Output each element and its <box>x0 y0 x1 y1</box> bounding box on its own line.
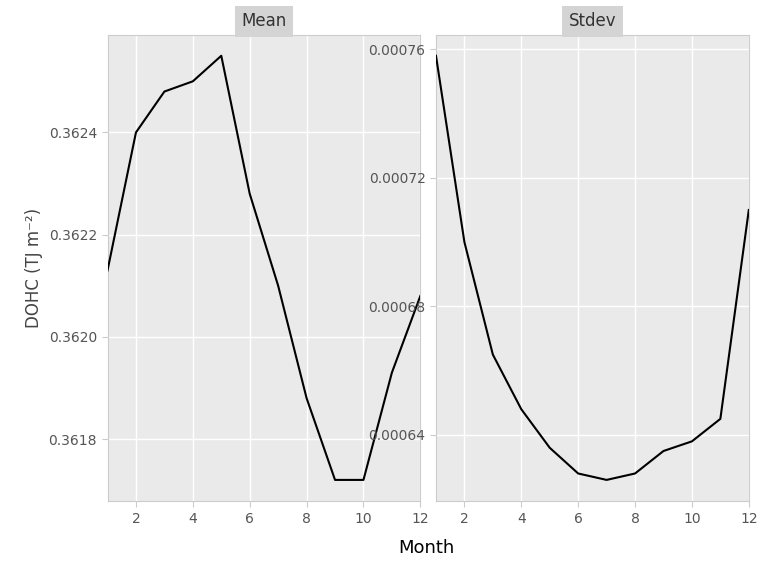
Y-axis label: DOHC (TJ m⁻²): DOHC (TJ m⁻²) <box>25 208 43 328</box>
Text: Month: Month <box>398 539 455 557</box>
Title: Mean: Mean <box>241 12 286 30</box>
Title: Stdev: Stdev <box>568 12 616 30</box>
